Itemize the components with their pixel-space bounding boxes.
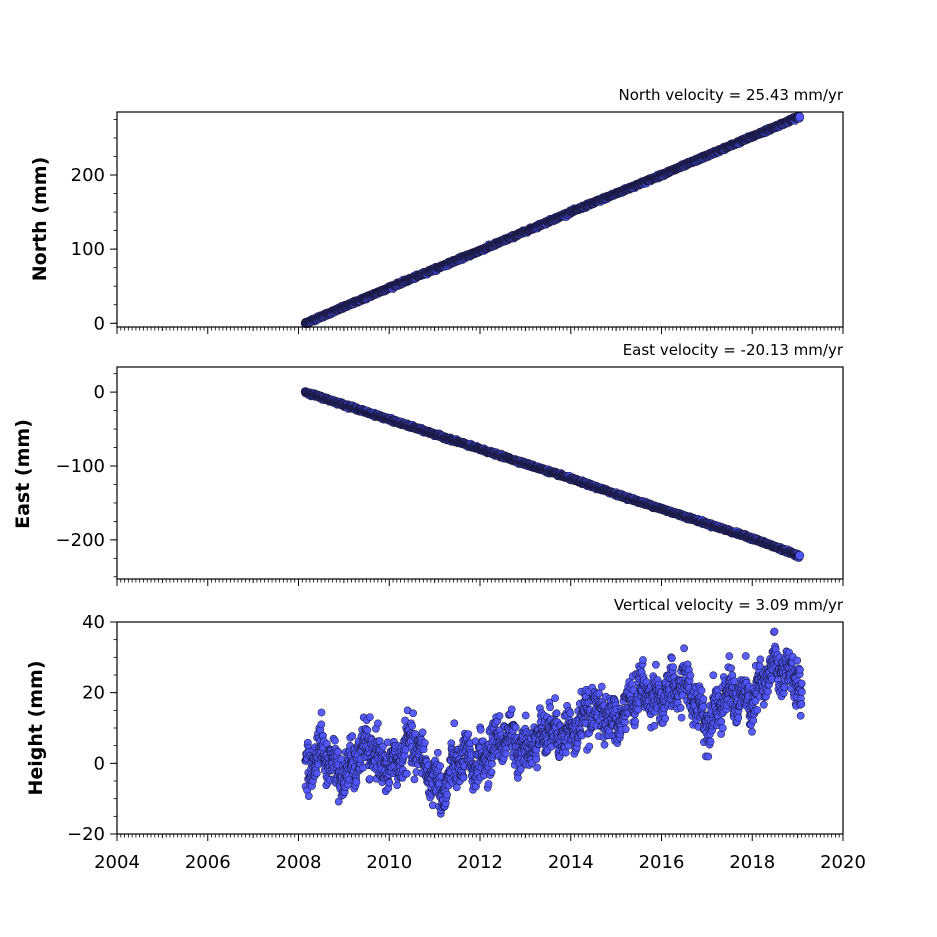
north-points	[300, 112, 805, 328]
height-data-point	[428, 801, 437, 810]
height-data-point	[374, 719, 382, 728]
north-data-point	[795, 112, 805, 122]
height-data-point	[409, 709, 417, 718]
east-panel-title: East velocity = -20.13 mm/yr	[623, 341, 844, 359]
height-data-point	[331, 736, 339, 745]
height-data-point	[366, 713, 374, 721]
height-data-point	[363, 726, 372, 735]
height-data-point	[420, 739, 429, 747]
height-data-point	[410, 775, 419, 784]
height-data-point	[304, 792, 313, 800]
east-y-tick-label: 0	[94, 382, 105, 403]
north-panel: North velocity = 25.43 mm/yr North (mm) …	[29, 86, 844, 334]
height-points	[301, 627, 806, 818]
east-y-axis-label: East (mm)	[12, 419, 34, 529]
height-data-point	[365, 775, 374, 783]
height-data-point	[317, 720, 326, 729]
north-panel-title: North velocity = 25.43 mm/yr	[619, 86, 844, 104]
north-y-tick-label: 200	[71, 165, 105, 186]
height-data-point	[443, 790, 451, 799]
height-data-point	[312, 769, 321, 778]
north-y-tick-label: 0	[94, 313, 105, 334]
east-plot-area: 0 −100 −200	[56, 366, 844, 586]
height-data-point	[393, 781, 401, 790]
height-data-point	[385, 778, 394, 787]
height-data-point	[433, 748, 442, 757]
east-y-tick-label: −200	[56, 530, 105, 551]
height-data-point	[317, 708, 326, 717]
height-data-point	[418, 728, 427, 737]
height-data-point	[419, 745, 428, 754]
east-points	[300, 387, 805, 562]
height-data-point	[436, 762, 444, 770]
height-plot-area: 2004 2006 2008 2010 2012 2014 2016 2018 2020−200…	[67, 612, 866, 873]
height-data-point	[348, 732, 357, 740]
height-data-point	[334, 748, 343, 756]
north-y-tick-label: 100	[71, 239, 105, 260]
north-y-axis-label: North (mm)	[29, 157, 51, 282]
height-data-point	[403, 769, 411, 778]
east-y-tick-label: −100	[56, 456, 105, 477]
height-data-point	[408, 722, 416, 730]
east-axes-frame	[116, 366, 844, 580]
height-panel: Vertical velocity = 3.09 mm/yr Height (m…	[25, 596, 866, 873]
east-data-point	[795, 551, 805, 560]
height-y-axis-label: Height (mm)	[25, 660, 47, 795]
height-panel-title: Vertical velocity = 3.09 mm/yr	[614, 596, 844, 614]
height-data-point	[352, 778, 361, 786]
east-panel: East velocity = -20.13 mm/yr East (mm) 0…	[12, 341, 844, 586]
north-plot-area: 0 100 200	[71, 111, 844, 334]
